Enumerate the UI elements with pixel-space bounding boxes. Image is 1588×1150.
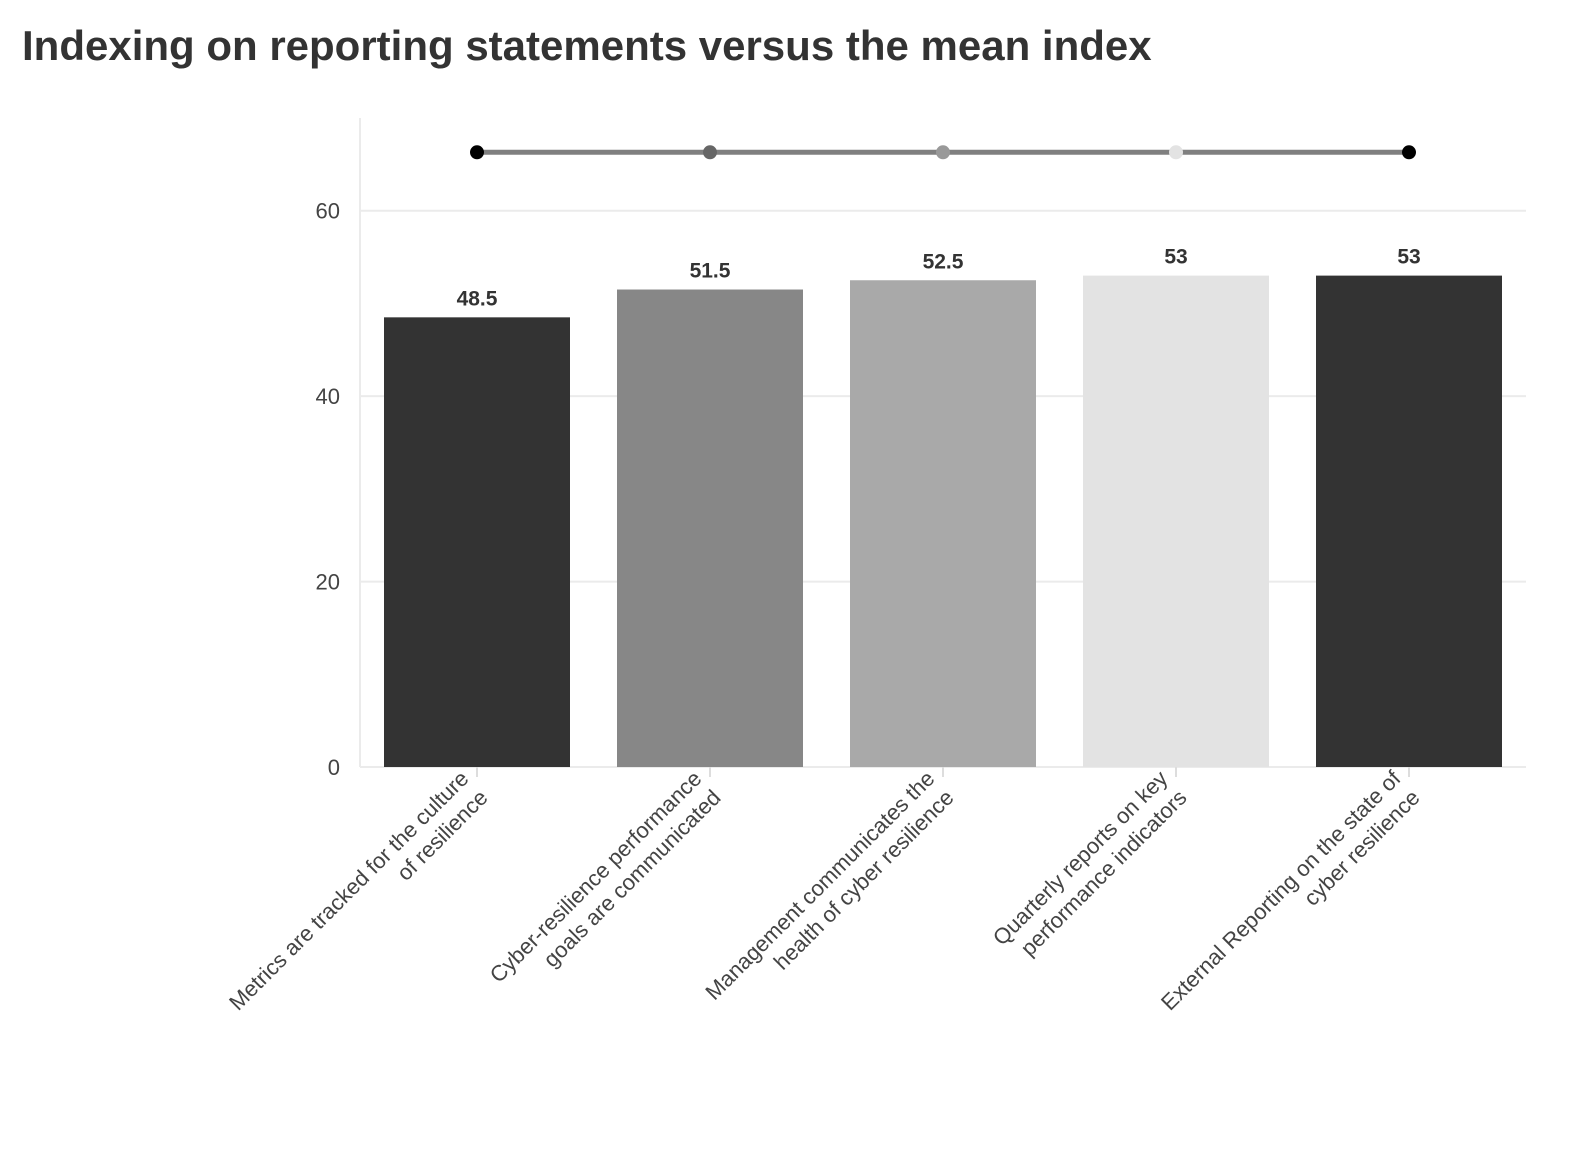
bar xyxy=(617,289,803,767)
mean-point xyxy=(1169,145,1183,160)
x-tick-label-line: goals are communicated xyxy=(538,785,725,972)
chart-title: Indexing on reporting statements versus … xyxy=(22,22,1152,69)
y-tick-label: 0 xyxy=(328,755,340,780)
bar-value-label: 48.5 xyxy=(457,287,498,310)
x-tick-label: External Reporting on the state ofcyber … xyxy=(1156,765,1425,1015)
y-tick-label: 40 xyxy=(316,384,340,409)
x-tick-label-line: Cyber-resilience performance xyxy=(485,766,707,988)
bar-value-label: 51.5 xyxy=(690,260,731,283)
bar-value-label: 53 xyxy=(1164,246,1187,269)
mean-point xyxy=(703,145,717,160)
bar xyxy=(1316,275,1502,767)
mean-index-line xyxy=(470,145,1416,160)
bar xyxy=(384,317,570,767)
mean-point xyxy=(936,145,950,160)
bar-value-label: 52.5 xyxy=(923,250,964,273)
x-tick-label-line: Management communicates the xyxy=(700,766,939,1005)
x-tick-label-line: External Reporting on the state of xyxy=(1156,765,1406,1015)
y-tick-label: 60 xyxy=(316,199,340,224)
x-tick-label-line: performance indicators xyxy=(1016,785,1192,961)
x-tick-label-line: health of cyber resilience xyxy=(769,785,959,975)
y-tick-labels: 0 20 40 60 xyxy=(316,199,340,780)
bar-value-label: 53 xyxy=(1397,246,1420,269)
bar xyxy=(850,280,1036,767)
mean-point xyxy=(1402,145,1416,160)
bar xyxy=(1083,275,1269,767)
x-tick-label-line: Quarterly reports on key xyxy=(988,766,1173,951)
x-tick-label-line: Metrics are tracked for the culture xyxy=(224,766,473,1015)
bars xyxy=(384,275,1502,767)
y-tick-label: 20 xyxy=(316,570,340,595)
mean-point xyxy=(470,145,484,160)
data-labels: 48.5 51.5 52.5 53 53 xyxy=(457,246,1421,311)
